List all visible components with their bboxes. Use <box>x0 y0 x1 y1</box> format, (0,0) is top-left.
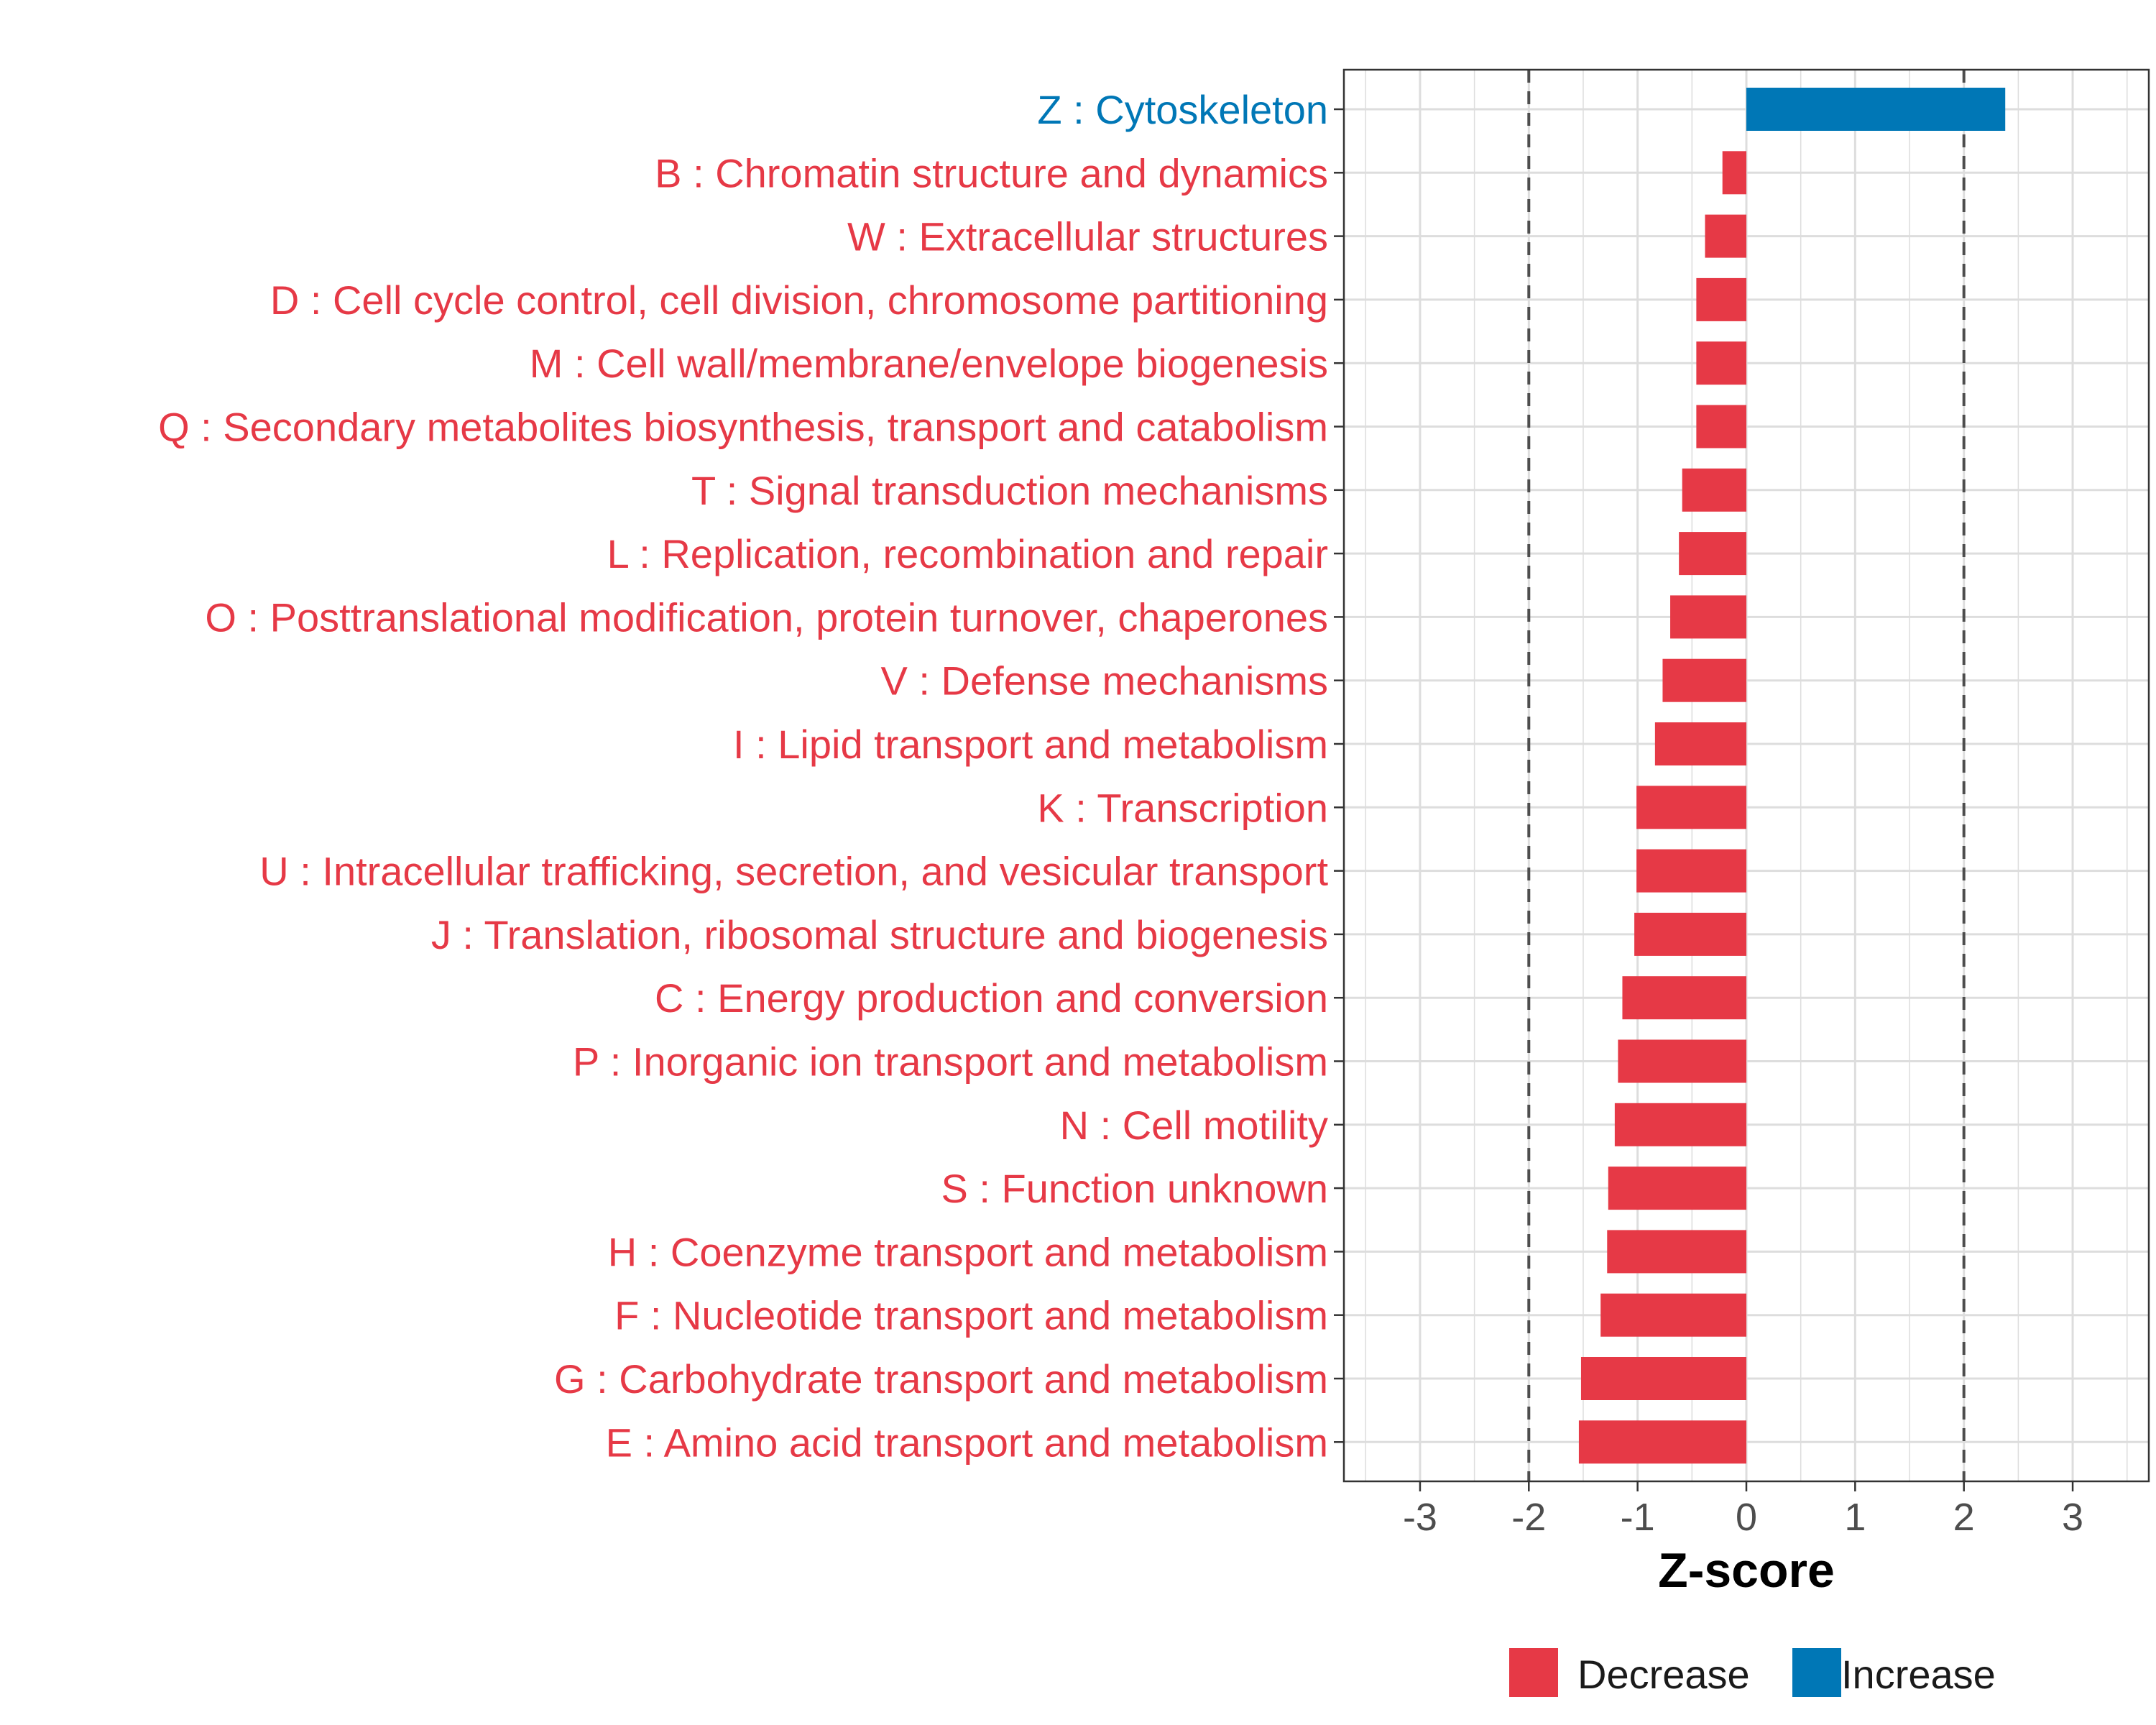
category-label-1: B : Chromatin structure and dynamics <box>655 150 1328 196</box>
x-tick-label-5: 2 <box>1953 1496 1975 1539</box>
category-label-3: D : Cell cycle control, cell division, c… <box>270 277 1328 323</box>
bar-18 <box>1607 1230 1746 1274</box>
bar-20 <box>1580 1357 1746 1400</box>
category-label-16: N : Cell motility <box>1060 1103 1328 1148</box>
x-tick-label-3: 0 <box>1736 1496 1757 1539</box>
bar-16 <box>1614 1103 1746 1146</box>
x-tick-label-0: -3 <box>1403 1496 1437 1539</box>
bar-17 <box>1608 1167 1746 1210</box>
bar-3 <box>1696 277 1746 321</box>
category-label-10: I : Lipid transport and metabolism <box>733 722 1328 767</box>
bar-7 <box>1679 532 1746 576</box>
category-label-21: E : Amino acid transport and metabolism <box>606 1420 1328 1465</box>
x-tick-label-4: 1 <box>1844 1496 1866 1539</box>
category-label-5: Q : Secondary metabolites biosynthesis, … <box>158 405 1328 450</box>
category-label-20: G : Carbohydrate transport and metabolis… <box>554 1356 1328 1402</box>
legend-label-increase: Increase <box>1841 1652 1996 1697</box>
category-label-2: W : Extracellular structures <box>847 214 1328 259</box>
category-label-17: S : Function unknown <box>941 1166 1328 1211</box>
bar-1 <box>1722 151 1746 195</box>
legend-label-decrease: Decrease <box>1577 1652 1750 1697</box>
category-label-9: V : Defense mechanisms <box>881 658 1328 704</box>
legend-swatch-increase <box>1792 1648 1841 1697</box>
x-axis-title: Z-score <box>1658 1543 1835 1598</box>
category-label-8: O : Posttranslational modification, prot… <box>205 594 1328 640</box>
bar-10 <box>1654 722 1746 765</box>
bar-12 <box>1636 849 1746 893</box>
legend-swatch-decrease <box>1509 1648 1558 1697</box>
category-label-15: P : Inorganic ion transport and metaboli… <box>573 1039 1328 1085</box>
category-label-18: H : Coenzyme transport and metabolism <box>608 1229 1328 1274</box>
x-tick-label-1: -2 <box>1511 1496 1546 1539</box>
bar-21 <box>1578 1420 1746 1464</box>
bar-5 <box>1696 405 1746 448</box>
category-label-12: U : Intracellular trafficking, secretion… <box>259 849 1328 894</box>
x-tick-label-6: 3 <box>2062 1496 2083 1539</box>
bar-19 <box>1600 1293 1746 1337</box>
bar-0 <box>1746 88 2006 131</box>
category-label-6: T : Signal transduction mechanisms <box>691 468 1328 513</box>
bar-14 <box>1622 976 1746 1020</box>
category-label-14: C : Energy production and conversion <box>655 975 1328 1021</box>
bar-8 <box>1670 595 1746 639</box>
legend: Decrease Increase <box>1509 1648 1996 1697</box>
bar-2 <box>1705 214 1746 258</box>
bar-13 <box>1634 912 1746 956</box>
reference-lines <box>1527 70 1966 1481</box>
category-label-19: F : Nucleotide transport and metabolism <box>614 1293 1328 1338</box>
y-axis-ticks <box>1334 108 1344 1443</box>
bar-11 <box>1636 786 1746 829</box>
bar-9 <box>1662 658 1746 702</box>
bar-6 <box>1682 468 1746 512</box>
x-axis-labels: -3 -2 -1 0 1 2 3 <box>1403 1496 2083 1539</box>
category-label-0: Z : Cytoskeleton <box>1037 87 1328 132</box>
x-axis-ticks <box>1419 1481 2074 1491</box>
category-label-11: K : Transcription <box>1037 785 1328 830</box>
bars <box>1578 88 2006 1464</box>
y-axis-labels: Z : Cytoskeleton B : Chromatin structure … <box>158 87 1328 1465</box>
x-tick-label-2: -1 <box>1621 1496 1655 1539</box>
bar-15 <box>1618 1039 1746 1083</box>
bar-4 <box>1696 341 1746 385</box>
category-label-13: J : Translation, ribosomal structure and… <box>431 912 1328 957</box>
category-label-7: L : Replication, recombination and repai… <box>607 531 1328 576</box>
category-label-4: M : Cell wall/membrane/envelope biogenes… <box>530 341 1328 386</box>
